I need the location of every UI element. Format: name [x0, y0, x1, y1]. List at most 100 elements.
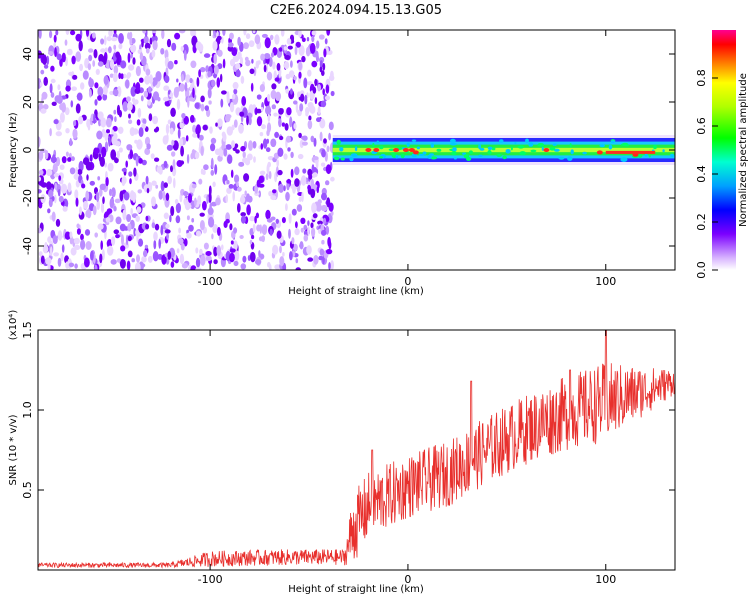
noise-blob — [318, 255, 324, 261]
noise-blob — [295, 258, 299, 264]
noise-blob — [310, 188, 316, 199]
noise-blob — [213, 53, 217, 65]
noise-blob — [209, 126, 213, 134]
noise-blob — [229, 59, 236, 67]
noise-blob — [316, 117, 321, 123]
spectrogram-panel: -100 0 100 -40 -20 0 20 40 Height of straight … — [8, 29, 676, 297]
noise-blob — [68, 71, 74, 76]
noise-blob — [51, 211, 56, 222]
noise-blob — [38, 30, 42, 39]
noise-blob — [251, 234, 255, 240]
noise-blob — [300, 90, 305, 96]
noise-blob — [70, 247, 77, 256]
signal-speckle — [541, 146, 544, 151]
noise-blob — [94, 232, 98, 238]
noise-blob — [179, 253, 185, 265]
noise-blob — [237, 51, 242, 60]
noise-blob — [260, 143, 264, 150]
noise-blob — [242, 157, 249, 163]
noise-blob — [297, 153, 304, 160]
noise-blob — [102, 93, 108, 101]
noise-blob — [312, 213, 318, 219]
noise-blob — [94, 147, 100, 155]
noise-blob — [268, 171, 272, 180]
noise-blob — [85, 241, 92, 250]
noise-blob — [229, 102, 235, 113]
snr-marks — [38, 330, 675, 569]
noise-blob — [322, 217, 327, 225]
noise-blob — [325, 248, 333, 255]
noise-blob — [101, 249, 105, 261]
noise-blob — [312, 156, 319, 161]
colorbar-label: Normalized spectral amplitude — [738, 73, 749, 227]
noise-blob — [214, 148, 221, 156]
noise-blob — [324, 95, 331, 101]
noise-blob — [311, 30, 317, 36]
noise-blob — [78, 40, 83, 52]
noise-blob — [97, 111, 104, 120]
noise-blob — [261, 235, 266, 243]
noise-blob — [229, 32, 234, 40]
noise-blob — [171, 139, 175, 146]
noise-blob — [153, 239, 157, 250]
noise-blob — [130, 192, 133, 197]
noise-blob — [171, 151, 176, 157]
noise-blob — [195, 127, 199, 135]
snr-series-line — [38, 330, 675, 569]
noise-blob — [232, 191, 235, 202]
noise-blob — [181, 262, 188, 269]
signal-speckle — [478, 144, 481, 150]
spectrogram-x-ticks: -100 0 100 — [198, 30, 616, 288]
noise-blob — [311, 202, 317, 214]
noise-blob — [158, 238, 161, 249]
noise-blob — [307, 69, 312, 77]
noise-blob — [132, 97, 136, 103]
noise-blob — [65, 56, 68, 67]
noise-blob — [94, 82, 99, 89]
noise-blob — [243, 173, 250, 182]
noise-blob — [82, 70, 89, 80]
noise-blob — [57, 230, 63, 241]
noise-blob — [107, 162, 114, 172]
noise-blob — [267, 113, 271, 123]
noise-blob — [311, 35, 315, 43]
noise-blob — [205, 251, 212, 256]
noise-blob — [221, 244, 224, 251]
noise-blob — [199, 67, 206, 73]
noise-blob — [93, 49, 98, 59]
noise-blob — [57, 84, 61, 91]
signal-speckle — [422, 151, 427, 155]
noise-blob — [147, 99, 152, 106]
noise-blob — [330, 210, 334, 216]
noise-blob — [180, 243, 185, 251]
noise-blob — [209, 202, 212, 214]
noise-blob — [330, 90, 335, 97]
noise-blob — [100, 38, 105, 45]
noise-blob — [198, 69, 202, 78]
noise-blob — [222, 133, 227, 142]
noise-blob — [276, 230, 282, 239]
noise-blob — [245, 33, 251, 40]
noise-blob — [284, 123, 289, 131]
noise-blob — [328, 132, 331, 141]
noise-blob — [66, 48, 73, 56]
noise-blob — [283, 61, 290, 70]
noise-blob — [111, 36, 118, 42]
noise-blob — [55, 30, 59, 36]
noise-blob — [290, 88, 293, 95]
noise-blob — [280, 108, 284, 114]
noise-blob — [54, 47, 57, 58]
noise-blob — [160, 48, 165, 55]
noise-blob — [49, 83, 53, 94]
noise-blob — [220, 98, 224, 108]
noise-blob — [326, 197, 331, 208]
noise-blob — [100, 240, 103, 250]
noise-blob — [104, 132, 109, 142]
noise-blob — [125, 234, 129, 246]
noise-blob — [134, 262, 141, 270]
noise-blob — [291, 37, 294, 43]
noise-blob — [321, 192, 327, 201]
signal-speckle — [567, 156, 573, 161]
noise-blob — [75, 103, 81, 114]
noise-blob — [43, 76, 48, 86]
